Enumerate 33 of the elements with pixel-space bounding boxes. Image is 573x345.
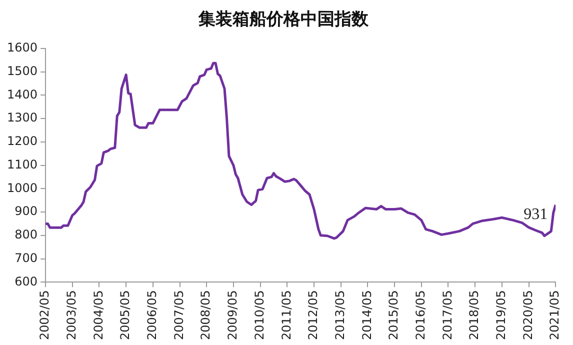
x-tick-label: 2013/05 [332,290,347,340]
y-tick-label: 1000 [6,180,38,195]
x-tick-label: 2010/05 [252,290,266,340]
x-tick-label: 2004/05 [91,290,106,340]
y-tick-label: 600 [14,274,38,288]
y-tick-label: 800 [14,228,38,242]
x-tick-label: 2006/05 [145,290,160,340]
x-tick-label: 2018/05 [467,290,482,340]
x-tick-label: 2019/05 [494,290,508,340]
y-tick-label: 1400 [6,87,38,102]
x-tick-label: 2016/05 [414,290,428,340]
x-tick-label: 2007/05 [172,290,186,340]
y-tick-label: 1600 [6,40,38,55]
x-tick-label: 2009/05 [226,290,240,340]
y-tick-label: 900 [14,204,38,218]
x-tick-label: 2017/05 [440,290,454,340]
x-tick-label: 2003/05 [64,290,79,340]
y-tick-label: 1100 [6,157,38,172]
x-tick-label: 2012/05 [306,290,320,340]
y-tick-label: 700 [14,250,38,265]
data-label: 931 [524,206,548,223]
y-tick-label: 1500 [6,64,38,78]
x-tick-label: 2002/05 [38,290,52,340]
x-tick-label: 2005/05 [118,290,132,340]
x-tick-label: 2008/05 [198,290,213,340]
x-tick-label: 2015/05 [386,290,401,340]
x-tick-label: 2014/05 [360,290,374,340]
x-tick-label: 2021/05 [548,290,562,340]
y-tick-label: 1300 [6,110,38,125]
y-tick-label: 1200 [6,134,38,148]
x-tick-label: 2011/05 [279,290,294,340]
chart-title: 集装箱船价格中国指数 [198,10,370,30]
x-tick-label: 2020/05 [520,290,535,340]
